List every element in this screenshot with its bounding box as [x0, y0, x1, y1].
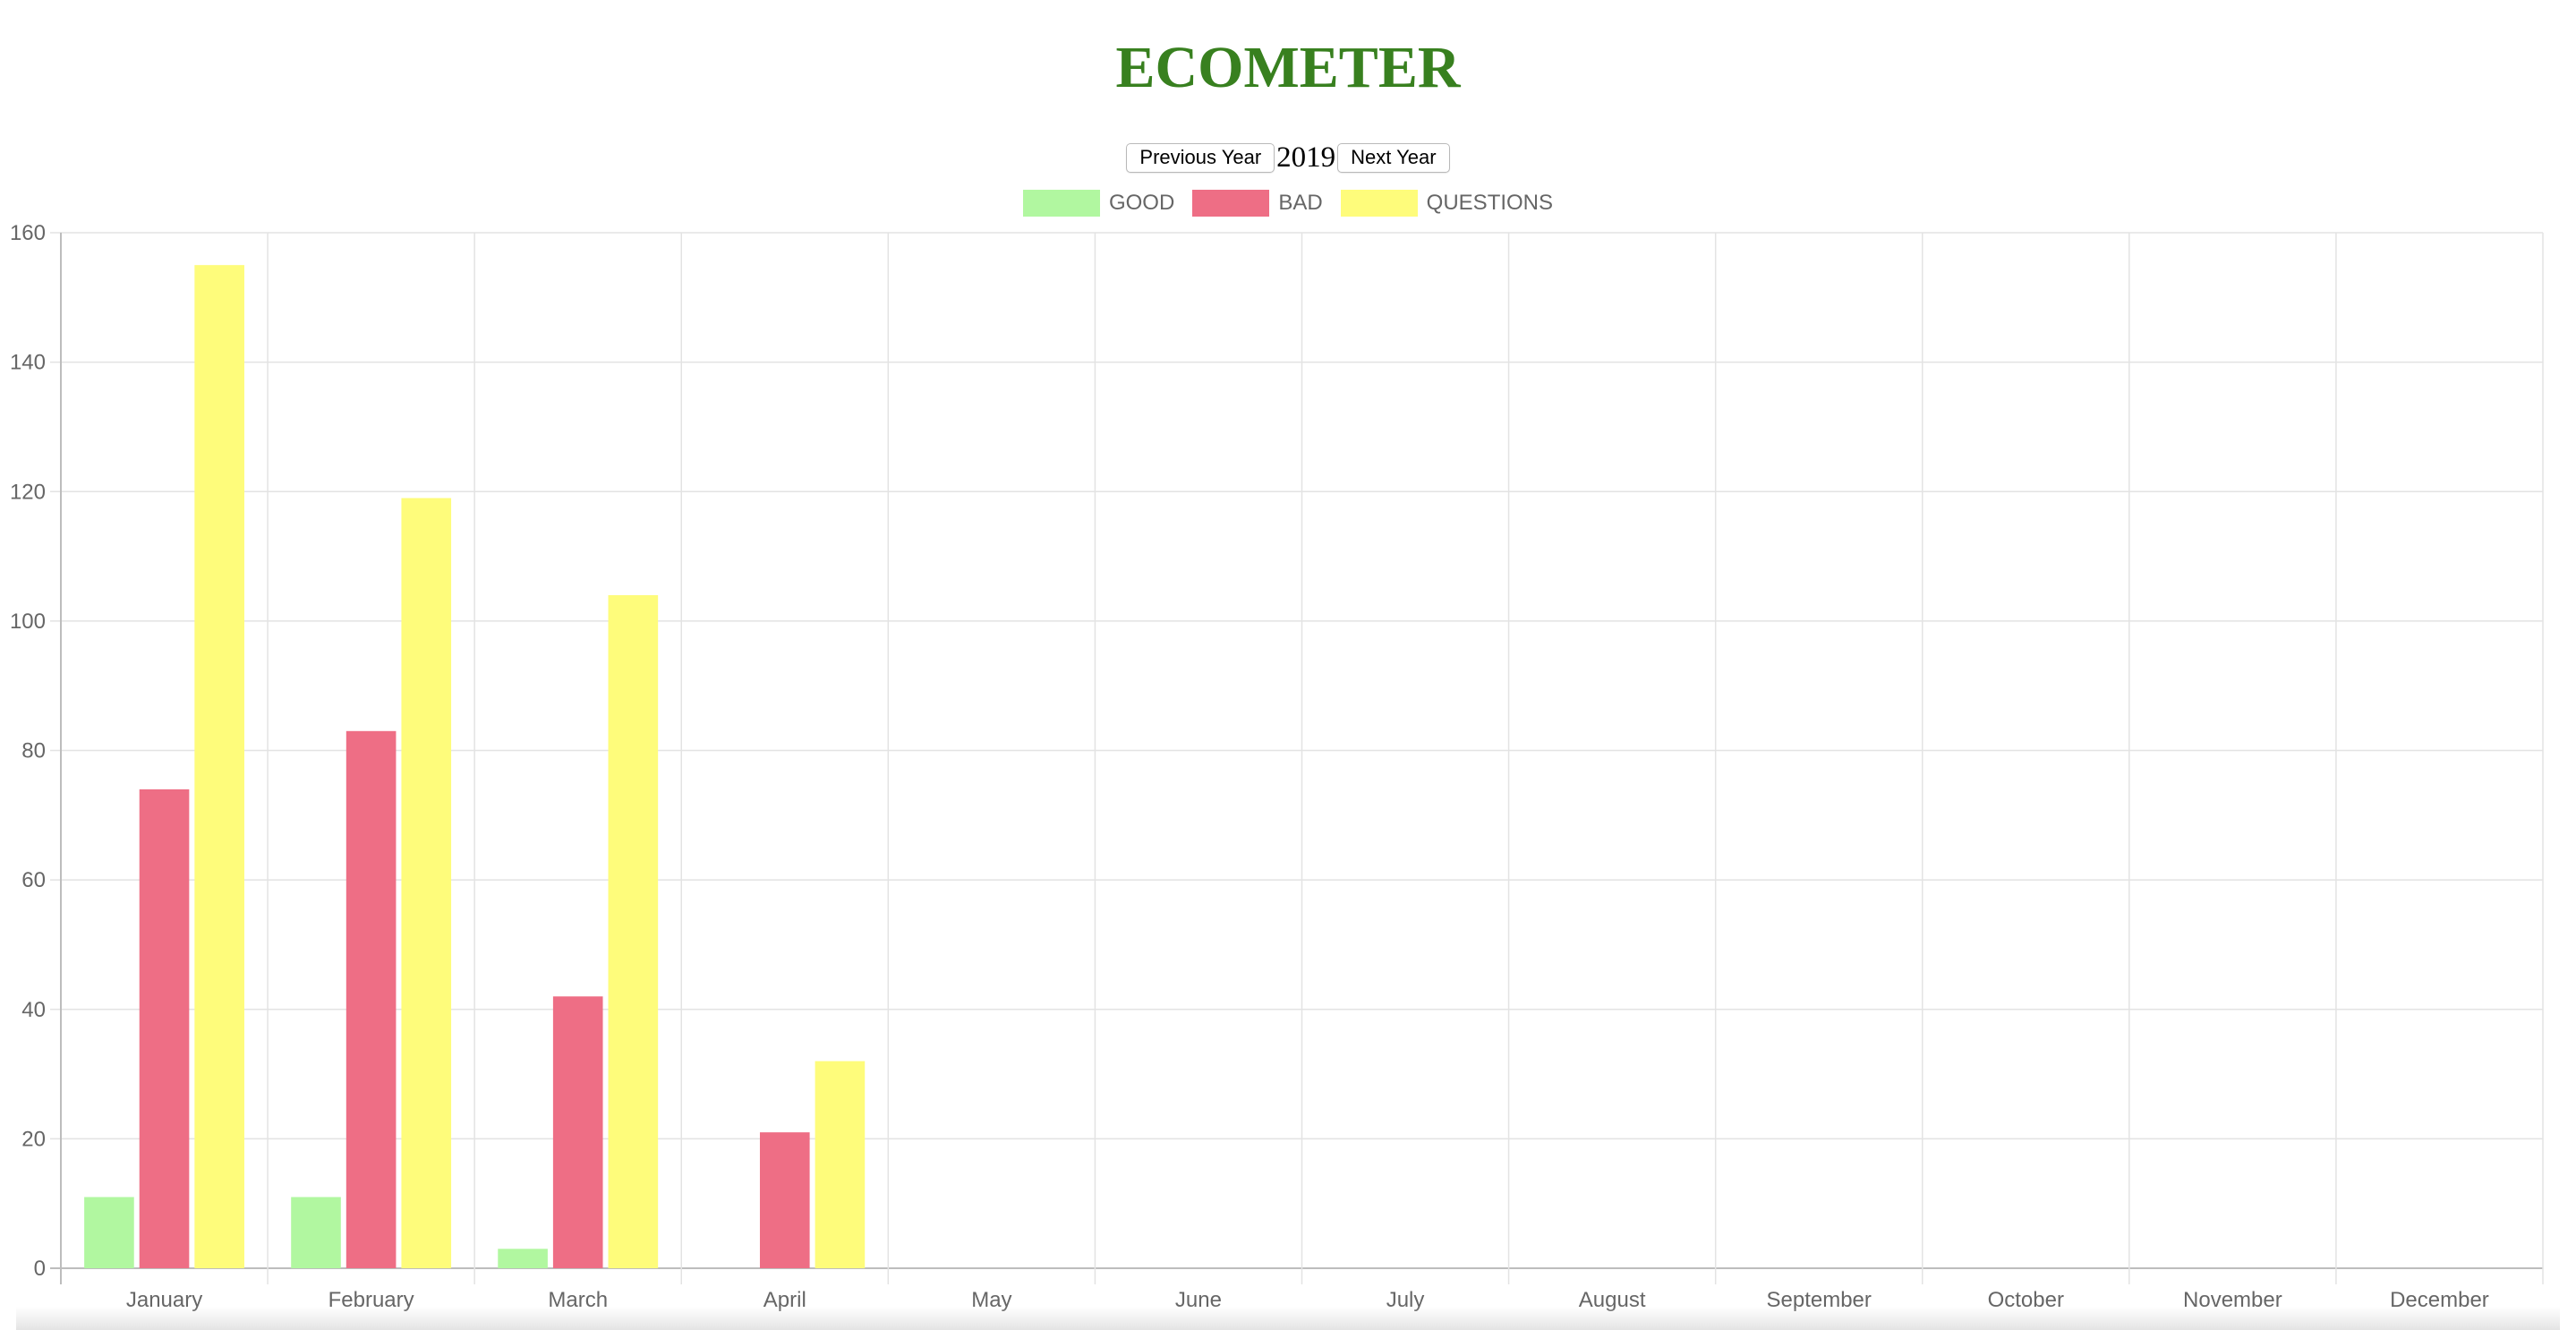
legend-item-bad[interactable]: BAD — [1192, 190, 1323, 217]
page-title: ECOMETER — [1115, 35, 1461, 100]
y-tick-label: 100 — [10, 610, 46, 634]
current-year-label: 2019 — [1276, 141, 1336, 174]
bar-bad-march — [552, 996, 603, 1268]
year-navigation: Previous Year 2019 Next Year — [0, 141, 2576, 174]
legend-label-good: GOOD — [1108, 191, 1175, 215]
y-tick-label: 120 — [10, 480, 46, 504]
bar-bad-april — [759, 1132, 810, 1268]
bar-good-march — [498, 1249, 548, 1268]
bar-questions-march — [608, 594, 659, 1268]
previous-year-button[interactable]: Previous Year — [1126, 142, 1275, 173]
legend-label-bad: BAD — [1278, 191, 1323, 215]
legend-item-questions[interactable]: QUESTIONS — [1340, 190, 1554, 217]
legend-label-questions: QUESTIONS — [1426, 191, 1554, 215]
chart-legend: GOOD BAD QUESTIONS — [0, 190, 2576, 217]
legend-swatch-questions — [1340, 190, 1418, 217]
bar-good-january — [84, 1197, 134, 1268]
bar-bad-february — [345, 730, 397, 1268]
bar-bad-january — [139, 789, 190, 1268]
bar-good-february — [291, 1197, 341, 1268]
legend-swatch-good — [1022, 190, 1100, 217]
y-tick-label: 20 — [21, 1127, 46, 1151]
bar-questions-january — [194, 265, 244, 1268]
legend-swatch-bad — [1192, 190, 1270, 217]
y-tick-label: 0 — [34, 1257, 46, 1281]
y-tick-label: 40 — [21, 998, 46, 1022]
y-tick-label: 140 — [10, 351, 46, 375]
legend-item-good[interactable]: GOOD — [1022, 190, 1175, 217]
next-year-button[interactable]: Next Year — [1337, 142, 1450, 173]
y-tick-label: 60 — [21, 868, 46, 892]
y-tick-label: 80 — [21, 739, 46, 763]
bar-questions-april — [815, 1061, 866, 1268]
page-bottom-shadow — [16, 1307, 2560, 1330]
y-tick-label: 160 — [10, 221, 46, 245]
bar-questions-february — [401, 498, 452, 1268]
